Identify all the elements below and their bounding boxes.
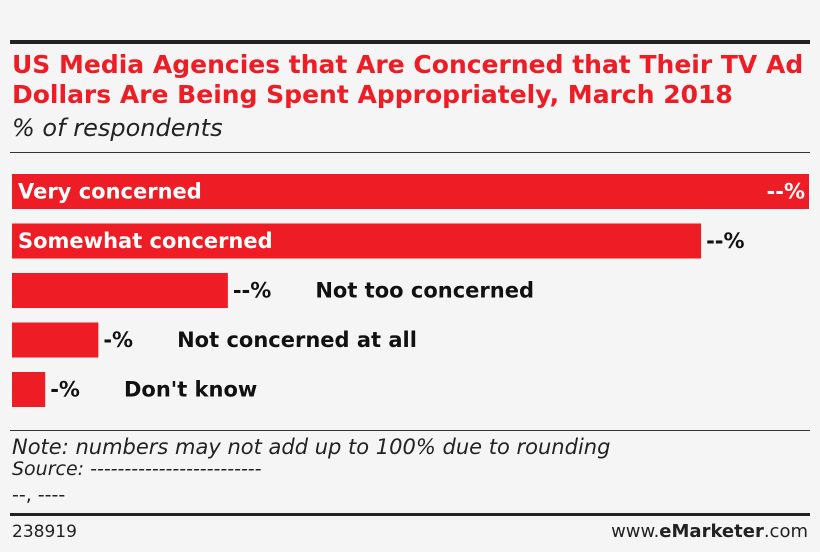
bar-not-concerned-at-all [12,322,99,358]
top-rule [10,40,810,44]
value-label-not-concerned-at-all: -% [103,328,133,352]
chart-title: US Media Agencies that Are Concerned tha… [12,50,804,109]
category-label-not-too-concerned: Not too concerned [315,279,534,303]
chart-id: 238919 [12,522,77,542]
value-label-somewhat-concerned: --% [706,229,744,253]
value-label-not-too-concerned: --% [233,279,271,303]
brand-prefix: www. [611,521,660,542]
value-label-don-t-know: -% [50,378,80,402]
bar-don-t-know [12,372,46,407]
title-divider [10,152,810,153]
category-label-very-concerned: Very concerned [18,180,202,204]
bottom-rule [10,513,810,516]
bar-very-concerned [12,174,809,209]
chart-subtitle: % of respondents [12,114,223,142]
value-label-very-concerned: --% [767,180,805,204]
brand-name: eMarketer [659,521,764,542]
category-label-not-concerned-at-all: Not concerned at all [177,328,417,352]
category-label-don-t-know: Don't know [124,378,257,402]
chart-note: Note: numbers may not add up to 100% due… [12,435,611,459]
chart-source-detail: --, ---- [12,484,66,506]
chart-source: Source: ------------------------- [12,458,262,480]
category-label-somewhat-concerned: Somewhat concerned [18,229,273,253]
bar-somewhat-concerned [12,223,702,259]
note-divider [10,430,810,431]
bar-chart: Very concerned --% Somewhat concerned --% --… [12,174,809,407]
brand-logo: www.eMarketer.com [611,521,808,542]
bar-not-too-concerned [12,273,228,308]
brand-suffix: .com [763,521,808,542]
